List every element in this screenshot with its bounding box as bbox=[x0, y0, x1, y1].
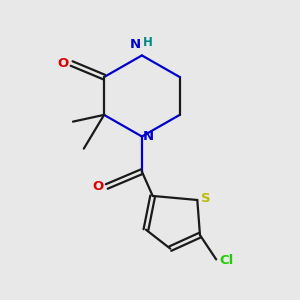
Text: N: N bbox=[129, 38, 140, 51]
Text: O: O bbox=[92, 180, 104, 193]
Text: Cl: Cl bbox=[219, 254, 234, 267]
Text: H: H bbox=[143, 36, 153, 49]
Text: N: N bbox=[143, 130, 154, 143]
Text: S: S bbox=[200, 192, 210, 205]
Text: O: O bbox=[57, 57, 68, 70]
